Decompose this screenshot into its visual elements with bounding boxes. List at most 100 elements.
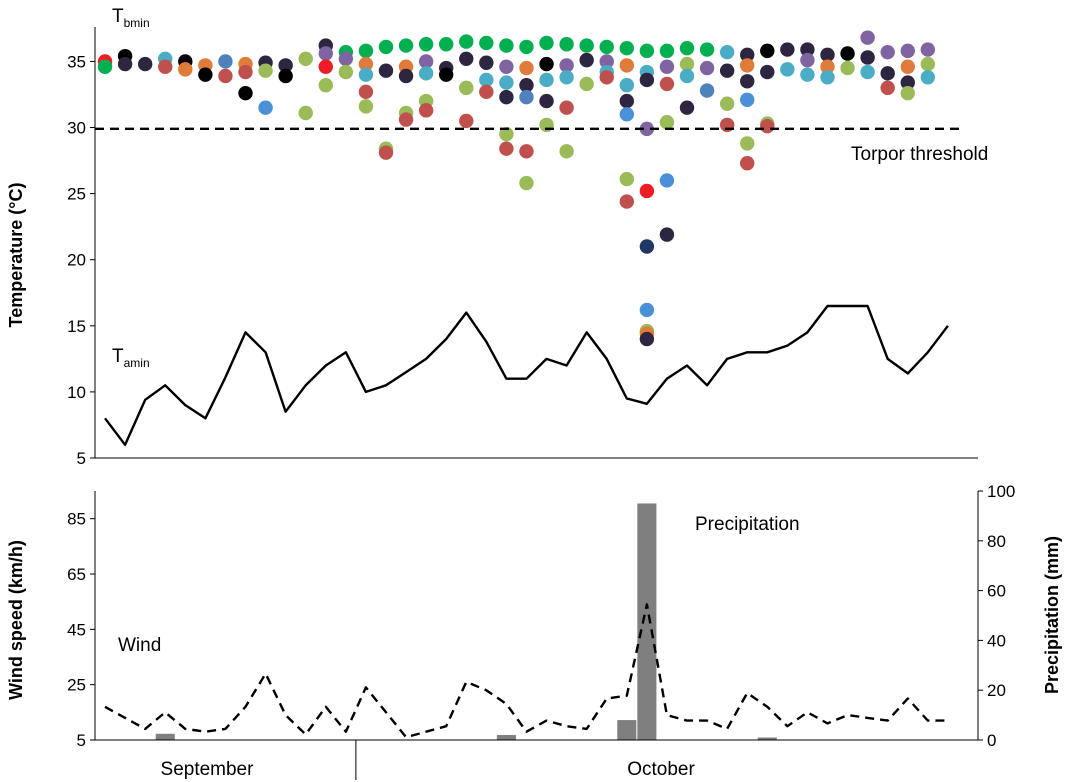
tbmin-point [398,38,414,53]
tbmin-point [900,59,915,74]
tbmin-point [699,42,715,57]
tbmin-point [378,39,394,55]
temperature-y-tick-label: 30 [67,119,86,138]
tbmin-point [699,83,715,98]
weather-panel: 5 25 45 65 85 0 20 40 60 80 100 Wind speed (km/h)… [6,482,1062,780]
tbmin-point [117,56,133,72]
precipitation-y-ticks: 0 20 40 60 80 100 [978,482,1015,750]
tbmin-point [519,39,534,55]
wind-y-tick-label: 25 [67,676,86,695]
temperature-y-ticks: 5 10 15 20 25 30 35 [67,52,95,468]
tbmin-point [639,302,655,318]
tbmin-point [499,75,514,90]
tbmin-point [519,144,534,159]
tbmin-point [740,58,755,73]
tbmin-point [559,58,574,73]
tbmin-point [539,72,554,88]
tbmin-point [679,100,695,115]
precipitation-bar [637,503,657,740]
tbmin-point [459,34,474,49]
tbmin-point [760,43,775,59]
tbmin-point [479,72,494,88]
temperature-y-tick-label: 20 [67,251,86,270]
tbmin-label-sub: bmin [124,16,150,30]
tbmin-label: Tbmin [112,6,150,30]
tbmin-point [579,76,594,92]
tbmin-point [298,51,313,66]
tamin-line [104,304,949,446]
tbmin-point [519,60,534,76]
tbmin-point [840,46,855,61]
tbmin-point [860,30,875,45]
tbmin-point [880,66,895,81]
tbmin-point [479,84,494,100]
tbmin-point [559,70,574,85]
tbmin-point [158,59,173,74]
tbmin-point [97,59,113,74]
tbmin-point [800,42,815,57]
tbmin-point [358,43,374,59]
tbmin-point [659,115,675,130]
temperature-y-tick-label: 5 [77,449,86,468]
tbmin-point [619,78,635,93]
tbmin-point [820,59,835,74]
precipitation-y-tick-label: 40 [987,631,1006,650]
tbmin-point [619,107,635,122]
tbmin-point [398,68,414,84]
tbmin-point [760,64,775,80]
tbmin-point [740,74,755,89]
precipitation-y-tick-label: 60 [987,582,1006,601]
wind-y-tick-label: 5 [77,731,86,750]
temperature-y-tick-label: 25 [67,185,86,204]
tbmin-point [519,78,534,93]
tbmin-point [800,67,815,82]
tbmin-point [860,64,875,80]
tbmin-point [579,52,594,68]
tbmin-point [920,42,936,57]
tbmin-point [619,58,635,73]
tbmin-point [659,173,675,188]
temperature-y-tick-label: 35 [67,52,86,71]
tbmin-point [238,64,253,80]
precipitation-bar [617,720,637,740]
tbmin-point [920,56,936,72]
tbmin-point [418,54,434,69]
tbmin-point [719,63,735,78]
tbmin-point [459,113,474,129]
month-label-october: October [627,759,695,780]
tbmin-point [579,38,594,53]
tbmin-point [740,47,755,63]
tbmin-point [258,63,273,78]
month-label-september: September [161,759,255,780]
tbmin-point [559,100,574,115]
tbmin-point [659,227,675,242]
tbmin-point [499,126,514,142]
tbmin-point [780,42,795,57]
tbmin-point [499,141,514,156]
tbmin-point [860,50,875,65]
tbmin-point [318,46,333,61]
tbmin-point [659,59,675,74]
wind-y-axis-title: Wind speed (km/h) [6,540,26,700]
tbmin-point [278,58,293,73]
tbmin-point [639,183,655,199]
tbmin-point [920,70,936,85]
tbmin-point [438,37,454,52]
precipitation-y-tick-label: 100 [987,482,1015,501]
precipitation-bars [155,503,777,740]
tbmin-point [820,70,835,85]
tbmin-point [599,70,614,85]
tbmin-point [499,89,514,105]
tbmin-points [97,30,936,347]
tbmin-point [539,35,554,51]
wind-y-tick-label: 45 [67,620,86,639]
tbmin-point [780,62,795,77]
tbmin-point [639,121,655,137]
tbmin-point [398,112,414,127]
tbmin-point [218,54,233,69]
temperature-panel: 5 10 15 20 25 30 35 Temperature (°C) Tbmin Tam… [6,6,988,468]
tbmin-point [418,103,434,118]
tbmin-point [318,78,333,93]
tbmin-point [719,44,735,60]
tbmin-point [619,194,635,209]
